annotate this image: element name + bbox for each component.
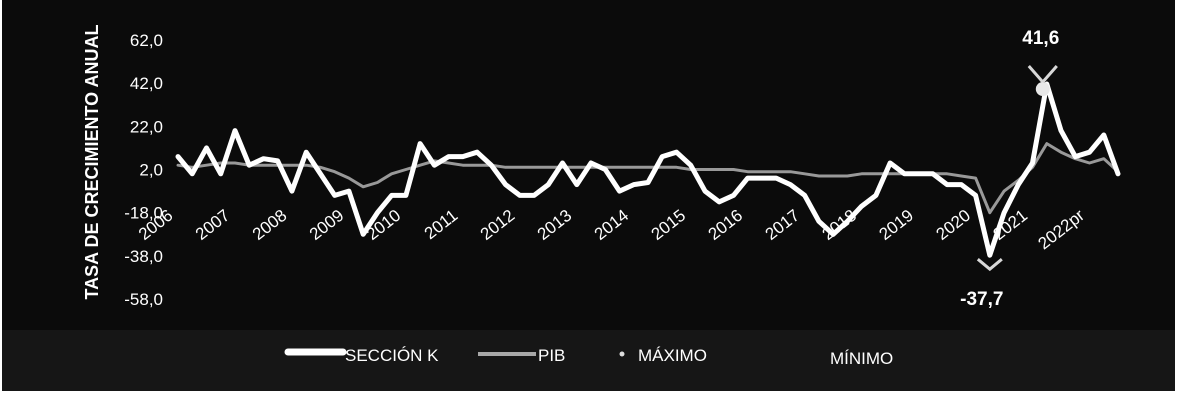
y-axis-ticks: 62,0 42,0 22,0 2,0 -18,0 -38,0 -58,0: [124, 31, 163, 309]
y-tick-label: -58,0: [124, 290, 163, 309]
legend-swatch-maximo: [619, 351, 625, 357]
y-tick-label: 42,0: [130, 74, 163, 93]
max-point-marker: [1035, 82, 1050, 97]
legend: SECCIÓN K PIB MÁXIMO MÍNIMO: [284, 346, 893, 368]
max-value-label: 41,6: [1022, 28, 1059, 49]
y-tick-label: -38,0: [124, 247, 163, 266]
legend-label-pib: PIB: [538, 346, 565, 365]
chart-background: [2, 0, 1175, 391]
legend-label-minimo: MÍNIMO: [830, 349, 893, 368]
markers-layer: 41,6 -37,7: [960, 28, 1059, 310]
min-point-marker: [976, 258, 1003, 272]
y-tick-label: 2,0: [139, 161, 163, 180]
legend-label-seccion-k: SECCIÓN K: [345, 346, 439, 365]
y-tick-label: 22,0: [130, 117, 163, 136]
y-tick-label: 62,0: [130, 31, 163, 50]
min-value-label: -37,7: [960, 289, 1003, 310]
series-layer: [175, 81, 1121, 258]
y-tick-label: -18,0: [124, 204, 163, 223]
max-point-cross: [1027, 65, 1058, 84]
series-line-seccion-k: [175, 81, 1121, 258]
y-axis-label: TASA DE CRECIMIENTO ANUAL: [82, 24, 102, 299]
series-line-pib: [176, 142, 1120, 215]
chart-background-bottom-band: [2, 330, 1175, 391]
legend-label-maximo: MÁXIMO: [638, 346, 707, 365]
